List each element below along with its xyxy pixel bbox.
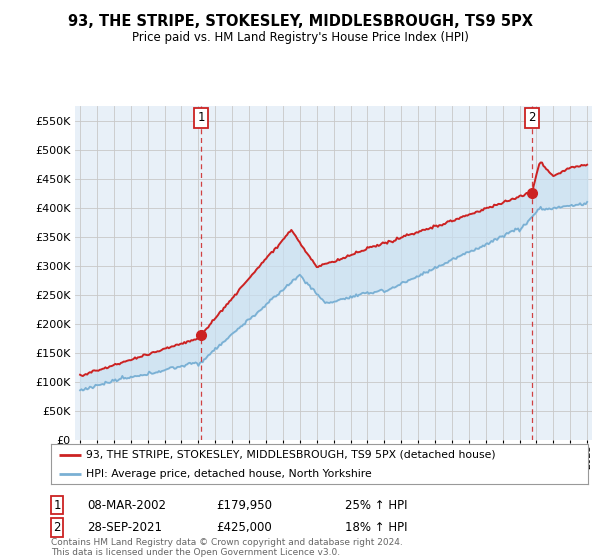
Text: 93, THE STRIPE, STOKESLEY, MIDDLESBROUGH, TS9 5PX (detached house): 93, THE STRIPE, STOKESLEY, MIDDLESBROUGH… <box>86 450 496 460</box>
Text: 1: 1 <box>53 498 61 512</box>
Text: Contains HM Land Registry data © Crown copyright and database right 2024.
This d: Contains HM Land Registry data © Crown c… <box>51 538 403 557</box>
Text: Price paid vs. HM Land Registry's House Price Index (HPI): Price paid vs. HM Land Registry's House … <box>131 31 469 44</box>
Text: 25% ↑ HPI: 25% ↑ HPI <box>345 498 407 512</box>
Text: 93, THE STRIPE, STOKESLEY, MIDDLESBROUGH, TS9 5PX: 93, THE STRIPE, STOKESLEY, MIDDLESBROUGH… <box>67 14 533 29</box>
Text: £179,950: £179,950 <box>216 498 272 512</box>
Text: 2: 2 <box>528 111 536 124</box>
Text: HPI: Average price, detached house, North Yorkshire: HPI: Average price, detached house, Nort… <box>86 469 371 478</box>
Text: £425,000: £425,000 <box>216 521 272 534</box>
Text: 2: 2 <box>53 521 61 534</box>
Text: 08-MAR-2002: 08-MAR-2002 <box>87 498 166 512</box>
Text: 18% ↑ HPI: 18% ↑ HPI <box>345 521 407 534</box>
Text: 28-SEP-2021: 28-SEP-2021 <box>87 521 162 534</box>
Text: 1: 1 <box>197 111 205 124</box>
